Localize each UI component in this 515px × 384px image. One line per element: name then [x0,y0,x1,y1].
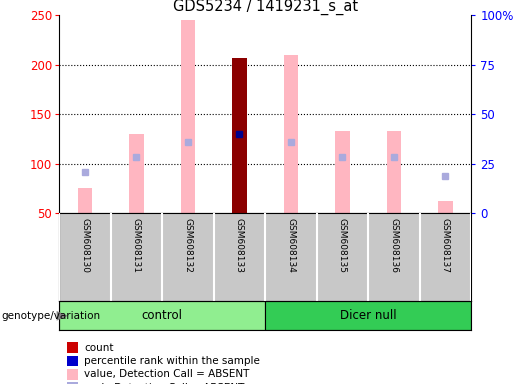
Text: GSM608130: GSM608130 [80,217,90,273]
Bar [265,301,471,330]
Bar [387,131,401,213]
Bar [181,20,195,213]
Text: value, Detection Call = ABSENT: value, Detection Call = ABSENT [84,369,249,379]
Text: genotype/variation: genotype/variation [1,311,100,321]
Text: GSM608136: GSM608136 [389,217,399,273]
Bar [438,201,453,213]
Title: GDS5234 / 1419231_s_at: GDS5234 / 1419231_s_at [173,0,358,15]
Text: GSM608134: GSM608134 [286,217,296,272]
Text: count: count [84,343,113,353]
Bar [232,58,247,213]
Bar [78,189,92,213]
Bar [129,134,144,213]
Bar [232,58,247,213]
Text: GSM608132: GSM608132 [183,217,193,272]
Bar [59,301,265,330]
Text: rank, Detection Call = ABSENT: rank, Detection Call = ABSENT [84,383,244,384]
Bar [284,55,298,213]
Text: GSM608131: GSM608131 [132,217,141,273]
Text: GSM608137: GSM608137 [441,217,450,273]
Text: GSM608133: GSM608133 [235,217,244,273]
Text: control: control [142,310,183,322]
Bar [335,131,350,213]
Text: percentile rank within the sample: percentile rank within the sample [84,356,260,366]
Text: Dicer null: Dicer null [340,310,397,322]
Text: GSM608135: GSM608135 [338,217,347,273]
